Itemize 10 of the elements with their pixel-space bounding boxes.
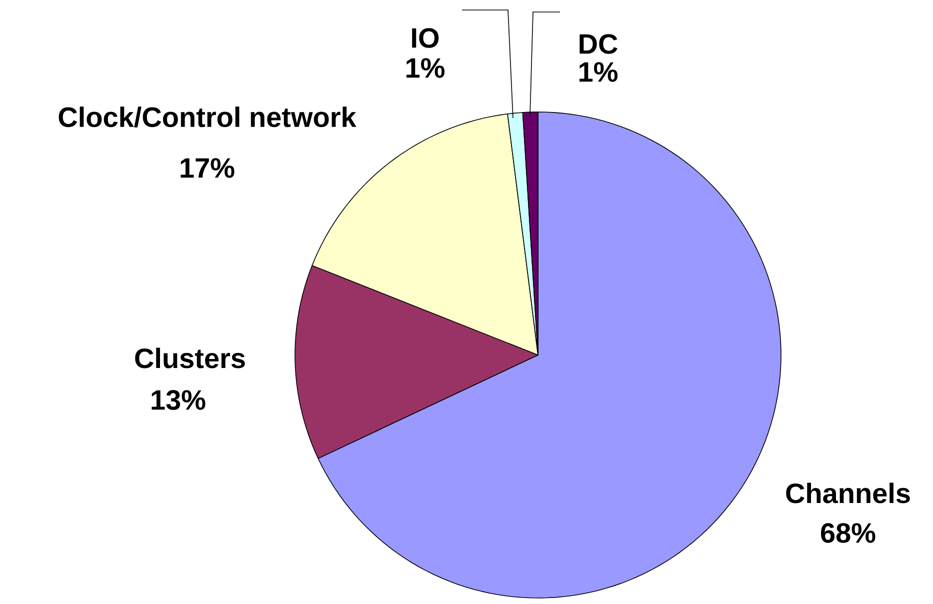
data-label: 13% xyxy=(152,390,206,410)
slice-label: Clusters xyxy=(135,348,245,368)
slice-label: DC xyxy=(580,34,618,54)
data-label: 17% xyxy=(180,158,234,178)
data-label: 1% xyxy=(580,62,618,82)
slice-label: IO xyxy=(412,28,439,48)
slice-label: Channels xyxy=(786,482,910,504)
data-label: 68% xyxy=(821,523,876,543)
slice-label: Clock/Control network xyxy=(58,106,356,128)
data-label: 1% xyxy=(406,58,444,78)
